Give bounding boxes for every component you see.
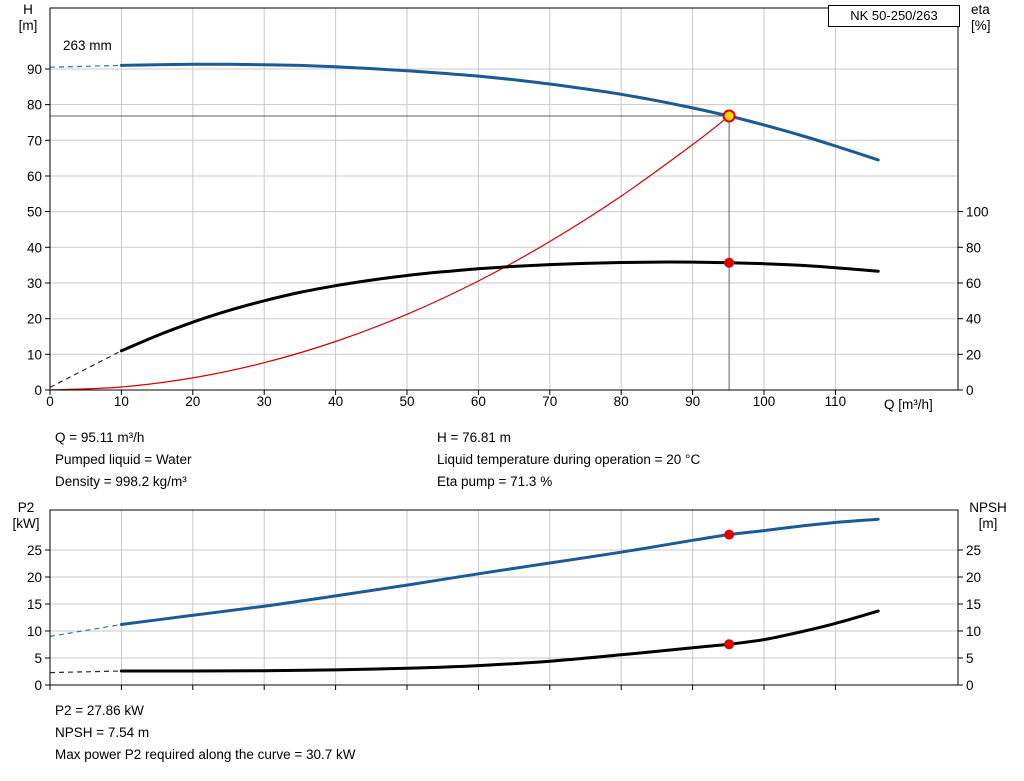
y-tick-label: 90 xyxy=(27,62,42,77)
result-pumped-liquid: Pumped liquid = Water xyxy=(55,452,192,467)
system-curve xyxy=(49,115,730,391)
y2-tick-label: 25 xyxy=(966,543,981,558)
npsh-curve-duty-marker xyxy=(724,639,735,650)
h-axis-label: H [m] xyxy=(12,2,44,34)
npsh-axis-label-line2: [m] xyxy=(978,516,998,531)
p2-axis-label-line1: P2 xyxy=(17,500,35,515)
x-tick-label: 30 xyxy=(257,394,272,409)
p2-axis-label: P2 [kW] xyxy=(6,500,46,532)
p2-curve xyxy=(119,517,880,626)
y-tick-label: 40 xyxy=(27,240,42,255)
y-tick-label: 30 xyxy=(27,276,42,291)
y2-tick-label: 20 xyxy=(966,570,981,585)
y-tick-label: 0 xyxy=(34,678,42,693)
p2-curve-dashed-lead xyxy=(49,623,122,637)
result-p2: P2 = 27.86 kW xyxy=(55,703,144,718)
y-tick-label: 0 xyxy=(34,383,42,398)
eta-axis-label-line2: [%] xyxy=(971,18,991,33)
x-tick-label: 50 xyxy=(399,394,414,409)
npsh-curve xyxy=(119,609,880,673)
y2-tick-label: 40 xyxy=(966,312,981,327)
y-tick-label: 20 xyxy=(27,312,42,327)
q-axis-label: Q [m³/h] xyxy=(884,397,933,412)
y-tick-label: 25 xyxy=(27,543,42,558)
efficiency-point-marker xyxy=(724,257,735,268)
x-tick-label: 20 xyxy=(185,394,200,409)
plot-frame xyxy=(49,509,959,686)
x-tick-label: 80 xyxy=(614,394,629,409)
y2-tick-label: 100 xyxy=(966,205,989,220)
x-tick-label: 110 xyxy=(825,394,847,409)
y2-tick-label: 5 xyxy=(966,651,974,666)
power-npsh-chart: 0 5 10 15 20 25 0 5 10 15 20 25 xyxy=(27,509,981,693)
power-results-column: P2 = 27.86 kW NPSH = 7.54 m Max power P2… xyxy=(55,700,356,766)
y2-tick-label: 60 xyxy=(966,276,981,291)
y-tick-label: 70 xyxy=(27,133,42,148)
y2-tick-label: 0 xyxy=(966,383,974,398)
y-tick-label: 60 xyxy=(27,169,42,184)
h-axis-label-line2: [m] xyxy=(18,18,38,33)
efficiency-curve xyxy=(119,260,880,353)
y-tick-label: 10 xyxy=(27,347,42,362)
duty-results-left-column: Q = 95.11 m³/h Pumped liquid = Water Den… xyxy=(55,427,191,493)
result-eta-pump: Eta pump = 71.3 % xyxy=(437,474,553,489)
y-tick-label: 20 xyxy=(27,570,42,585)
y2-tick-label: 80 xyxy=(966,240,981,255)
y-tick-label: 10 xyxy=(27,624,42,639)
x-tick-label: 100 xyxy=(753,394,776,409)
npsh-axis-label: NPSH [m] xyxy=(964,500,1012,532)
y2-tick-label: 0 xyxy=(966,678,974,693)
y-tick-label: 80 xyxy=(27,98,42,113)
y-tick-label: 5 xyxy=(34,651,42,666)
head-efficiency-chart: 0 10 20 30 40 50 60 70 80 90 0 20 40 60 80 100 0 10 20 30 40… xyxy=(27,7,989,409)
x-tick-label: 60 xyxy=(471,394,486,409)
duty-point-crosshair xyxy=(50,115,730,390)
result-npsh: NPSH = 7.54 m xyxy=(55,725,150,740)
x-tick-label: 0 xyxy=(46,394,54,409)
y-tick-label: 15 xyxy=(27,597,42,612)
eta-axis-label-line1: eta xyxy=(971,2,990,17)
y-tick-label: 50 xyxy=(27,205,42,220)
duty-point-marker[interactable] xyxy=(722,109,736,123)
h-axis-label-line1: H xyxy=(23,2,33,17)
npsh-curve-dashed-lead xyxy=(49,670,122,674)
result-flow: Q = 95.11 m³/h xyxy=(55,430,145,445)
head-curve-263mm-dashed-lead xyxy=(49,64,122,68)
x-tick-label: 70 xyxy=(542,394,557,409)
x-tick-label: 10 xyxy=(114,394,129,409)
impeller-size-label: 263 mm xyxy=(63,38,112,53)
efficiency-curve-dashed-lead xyxy=(49,350,122,388)
result-density: Density = 998.2 kg/m³ xyxy=(55,474,187,489)
y2-tick-label: 10 xyxy=(966,624,981,639)
x-tick-label: 90 xyxy=(685,394,700,409)
y2-tick-label: 20 xyxy=(966,347,981,362)
result-liquid-temperature: Liquid temperature during operation = 20… xyxy=(437,452,701,467)
p2-axis-label-line2: [kW] xyxy=(12,516,40,531)
x-tick-label: 40 xyxy=(328,394,343,409)
pump-model-badge: NK 50-250/263 xyxy=(828,5,960,27)
result-head: H = 76.81 m xyxy=(437,430,511,445)
eta-axis-label: eta [%] xyxy=(971,2,1021,34)
result-max-power: Max power P2 required along the curve = … xyxy=(55,747,356,762)
npsh-axis-label-line1: NPSH xyxy=(969,500,1007,515)
y2-tick-label: 15 xyxy=(966,597,981,612)
p2-curve-duty-marker xyxy=(724,529,735,540)
head-curve-263mm xyxy=(119,62,880,162)
duty-results-right-column: H = 76.81 m Liquid temperature during op… xyxy=(437,427,700,493)
